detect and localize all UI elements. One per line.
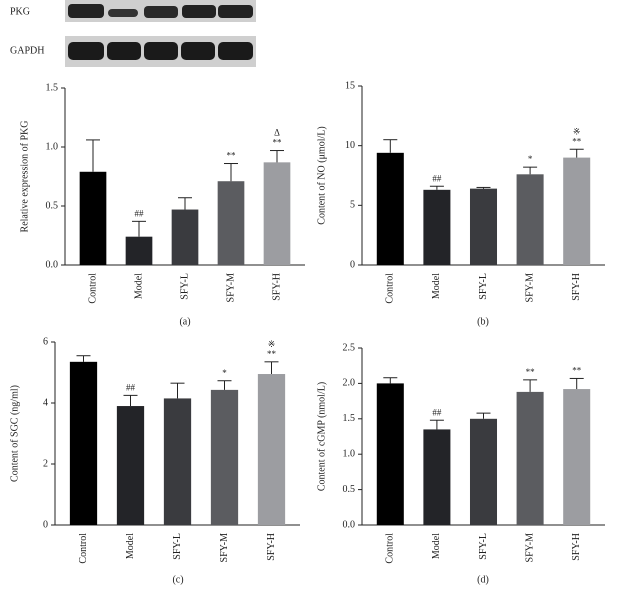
y-tick-label: 1.0 xyxy=(343,448,356,459)
y-tick-label: 0.5 xyxy=(343,484,356,495)
x-tick-label: SFY-M xyxy=(524,273,535,303)
blot-band xyxy=(218,42,253,60)
x-tick-label: SFY-H xyxy=(271,273,282,301)
y-tick-label: 2.0 xyxy=(343,378,356,389)
x-tick-label: SFY-H xyxy=(571,273,582,301)
bar xyxy=(423,189,451,265)
blot-band xyxy=(108,9,138,17)
significance-mark: * xyxy=(528,154,533,164)
bar xyxy=(210,389,239,525)
y-tick-label: 6 xyxy=(43,336,48,347)
bar xyxy=(563,389,591,525)
y-tick-label: 0 xyxy=(350,259,355,270)
bar xyxy=(125,236,153,265)
x-tick-label: Model xyxy=(431,533,442,559)
bar xyxy=(116,406,145,525)
x-tick-label: Control xyxy=(385,533,396,564)
x-tick-label: Model xyxy=(133,273,144,299)
x-tick-label: Control xyxy=(385,273,396,304)
y-axis-label: Content of NO (μmol/L) xyxy=(316,126,327,224)
western-blot: PKG GAPDH xyxy=(10,0,256,67)
significance-mark: ** xyxy=(227,151,237,161)
significance-mark: * xyxy=(222,368,227,378)
y-tick-label: 5 xyxy=(350,200,355,211)
significance-mark: ** xyxy=(526,367,536,377)
significance-mark: ## xyxy=(135,208,145,218)
bar xyxy=(257,374,286,525)
y-tick-label: 1.5 xyxy=(343,413,356,424)
blot-band xyxy=(144,6,178,18)
significance-mark: ※ xyxy=(573,126,581,136)
x-tick-label: SFY-L xyxy=(179,273,190,300)
significance-mark: ** xyxy=(267,349,277,359)
y-tick-label: 0 xyxy=(43,519,48,530)
y-tick-label: 4 xyxy=(43,397,48,408)
blot-band xyxy=(68,4,104,18)
blot-band xyxy=(182,5,216,18)
bar xyxy=(563,157,591,265)
x-tick-label: Control xyxy=(78,533,89,564)
bar xyxy=(171,209,199,265)
x-tick-label: SFY-M xyxy=(219,533,230,563)
x-tick-label: SFY-M xyxy=(225,273,236,303)
x-tick-label: SFY-M xyxy=(524,533,535,563)
x-tick-label: Model xyxy=(431,273,442,299)
blot-band xyxy=(144,42,178,60)
x-tick-label: SFY-L xyxy=(478,533,489,560)
x-tick-label: SFY-L xyxy=(478,273,489,300)
significance-mark: ## xyxy=(126,382,136,392)
bar xyxy=(217,181,245,265)
y-tick-label: 0.0 xyxy=(343,519,356,530)
x-tick-label: Control xyxy=(87,273,98,304)
bar xyxy=(263,162,291,265)
significance-mark: ** xyxy=(572,136,582,146)
significance-mark: ** xyxy=(572,366,582,376)
significance-mark: ## xyxy=(432,173,442,183)
y-tick-label: 0.0 xyxy=(46,259,59,270)
y-tick-label: 1.0 xyxy=(46,141,59,152)
bar xyxy=(69,361,98,525)
x-tick-label: Model xyxy=(125,533,136,559)
y-tick-label: 1.5 xyxy=(46,82,59,93)
blot-band xyxy=(218,5,253,18)
x-tick-label: SFY-H xyxy=(266,533,277,561)
bar xyxy=(469,418,498,525)
panel-caption: (b) xyxy=(477,316,489,327)
blot-band xyxy=(68,42,104,60)
blot-label: PKG xyxy=(10,6,30,17)
panel-caption: (c) xyxy=(172,574,183,585)
y-axis-label: Content of SGC (ng/ml) xyxy=(9,385,20,482)
bar xyxy=(469,188,498,265)
y-axis-label: Relative expression of PKG xyxy=(19,121,30,233)
y-axis-label: Content of cGMP (nmol/L) xyxy=(316,382,327,491)
bar xyxy=(376,383,404,525)
significance-mark: ※ xyxy=(268,339,276,349)
blot-band xyxy=(107,42,141,60)
bar xyxy=(163,398,192,525)
bar xyxy=(376,152,404,265)
bar xyxy=(79,171,107,265)
significance-mark: Δ xyxy=(274,128,280,138)
y-tick-label: 0.5 xyxy=(46,200,59,211)
bar xyxy=(516,391,544,525)
x-tick-label: SFY-H xyxy=(571,533,582,561)
panel-caption: (a) xyxy=(179,316,190,327)
y-tick-label: 2 xyxy=(43,458,48,469)
y-tick-label: 15 xyxy=(345,80,355,91)
blot-band xyxy=(181,42,215,60)
significance-mark: ** xyxy=(273,138,283,148)
x-tick-label: SFY-L xyxy=(172,533,183,560)
blot-label: GAPDH xyxy=(10,45,44,56)
panel-caption: (d) xyxy=(477,574,489,585)
bar xyxy=(516,174,544,265)
significance-mark: ## xyxy=(432,407,442,417)
y-tick-label: 10 xyxy=(345,140,355,151)
y-tick-label: 2.5 xyxy=(343,342,356,353)
bar xyxy=(423,429,451,525)
